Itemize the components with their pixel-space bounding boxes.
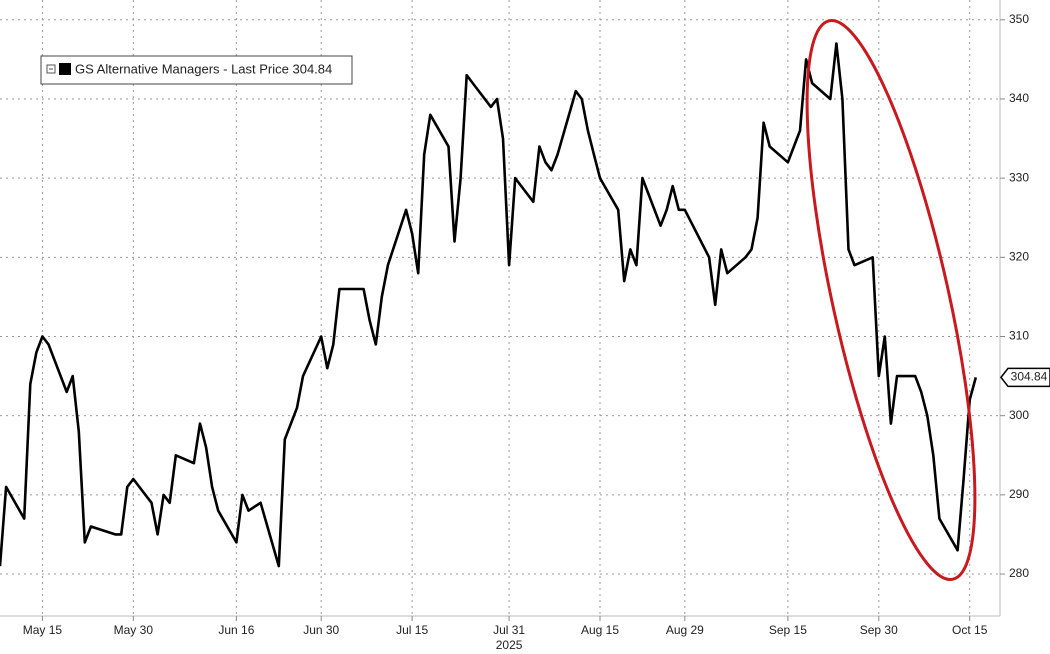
x-tick-label: Jul 31 bbox=[493, 623, 525, 637]
x-tick-label: May 15 bbox=[23, 623, 63, 637]
legend: GS Alternative Managers - Last Price 304… bbox=[40, 55, 353, 85]
y-tick-label: 310 bbox=[1009, 329, 1029, 343]
axes: 280 290 300 310 320 330 340 350 May 15 May 30 Jun … bbox=[23, 12, 1050, 637]
grid bbox=[0, 0, 1000, 616]
y-tick-label: 350 bbox=[1009, 12, 1029, 26]
legend-swatch bbox=[59, 63, 71, 75]
y-tick-label: 340 bbox=[1009, 91, 1029, 105]
last-value-tag bbox=[1000, 367, 1050, 388]
x-tick-label: Sep 30 bbox=[860, 623, 898, 637]
price-line bbox=[0, 42, 978, 568]
legend-label: GS Alternative Managers - Last Price 304… bbox=[75, 61, 332, 76]
x-tick-label: Sep 15 bbox=[769, 623, 807, 637]
highlight-ellipse bbox=[805, 18, 977, 582]
x-tick-label: May 30 bbox=[114, 623, 154, 637]
legend-box bbox=[40, 55, 353, 85]
y-tick-label: 300 bbox=[1009, 408, 1029, 422]
x-tick-label: Jun 30 bbox=[303, 623, 339, 637]
x-tick-label: Jul 15 bbox=[396, 623, 428, 637]
x-tick-label: Aug 29 bbox=[666, 623, 704, 637]
y-tick-label: 320 bbox=[1009, 249, 1029, 263]
x-axis-year: 2025 bbox=[496, 638, 523, 652]
y-tick-label: 290 bbox=[1009, 487, 1029, 501]
x-tick-label: Oct 15 bbox=[952, 623, 988, 637]
x-tick-label: Jun 16 bbox=[218, 623, 254, 637]
last-value-label: 304.84 bbox=[1011, 370, 1048, 384]
plot bbox=[0, 42, 978, 568]
y-tick-label: 330 bbox=[1009, 170, 1029, 184]
x-tick-label: Aug 15 bbox=[581, 623, 619, 637]
y-tick-label: 280 bbox=[1009, 566, 1029, 580]
